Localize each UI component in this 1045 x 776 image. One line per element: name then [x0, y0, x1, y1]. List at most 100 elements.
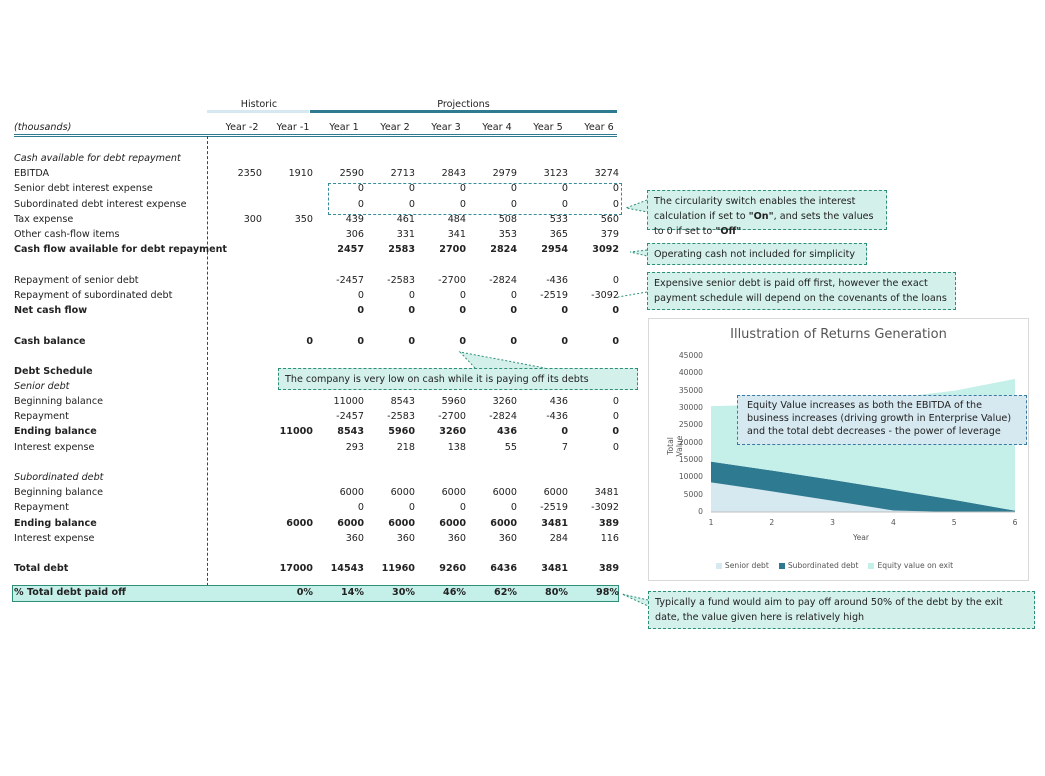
cell-value: -2519	[540, 290, 568, 301]
cell-value: 2843	[441, 168, 466, 179]
cell-value: 62%	[494, 587, 517, 598]
cell-value: 6000	[339, 487, 364, 498]
legend-swatch	[715, 563, 722, 569]
cell-value: 360	[396, 533, 415, 544]
cell-value: -436	[546, 275, 568, 286]
cell-value: 0	[612, 275, 619, 286]
cell-value: 5960	[441, 396, 466, 407]
cell-value: 2954	[541, 244, 568, 255]
cell-value: -2519	[540, 502, 568, 513]
y-tick-label: 35000	[678, 385, 703, 395]
cell-value: 0	[612, 305, 619, 316]
cell-value: 3481	[594, 487, 619, 498]
cell-value: 461	[396, 214, 415, 225]
cell-value: 3260	[439, 426, 466, 437]
area-senior-debt	[711, 482, 1015, 512]
cell-value: 116	[600, 533, 619, 544]
row-label: Senior debt interest expense	[14, 183, 153, 194]
row-label: Cash balance	[14, 336, 86, 347]
header-rule-top	[14, 134, 617, 135]
cell-value: 3092	[592, 244, 619, 255]
cell-value: 353	[498, 229, 517, 240]
x-tick-label: 2	[769, 518, 775, 527]
cell-value: 2583	[388, 244, 415, 255]
cell-value: 0	[612, 396, 619, 407]
cell-value: 484	[447, 214, 466, 225]
y-tick-label: 30000	[678, 403, 703, 412]
cell-value: 389	[598, 518, 619, 529]
equity-callout: Equity Value increases as both the EBITD…	[737, 395, 1027, 445]
row-label: Beginning balance	[14, 487, 104, 498]
cell-value: 0	[357, 336, 364, 347]
cell-value: -2824	[489, 275, 517, 286]
cell-value: 379	[600, 229, 619, 240]
senior-debt-callout: Expensive senior debt is paid off first,…	[647, 272, 956, 310]
cell-value: 0	[510, 290, 517, 301]
cell-value: 6000	[439, 518, 466, 529]
historic-header: Historic	[240, 99, 278, 110]
cell-value: 6000	[390, 487, 415, 498]
cell-value: 0	[408, 336, 415, 347]
x-tick-label: 5	[951, 518, 957, 527]
year-header: Year 5	[533, 122, 563, 133]
cell-value: 11960	[381, 563, 415, 574]
cell-value: 0	[561, 183, 568, 194]
operating-pointer	[629, 249, 648, 257]
cell-value: 0	[408, 199, 415, 210]
cell-value: 0	[459, 502, 466, 513]
cell-value: 7	[561, 442, 568, 453]
cell-value: 8543	[390, 396, 415, 407]
legend-label: Senior debt	[724, 561, 769, 570]
cell-value: 360	[345, 533, 364, 544]
cell-value: 0	[612, 442, 619, 453]
cell-value: 389	[598, 563, 619, 574]
cell-value: 0	[408, 183, 415, 194]
cell-value: 3274	[594, 168, 619, 179]
cell-value: -2457	[336, 275, 364, 286]
cell-value: 0	[357, 290, 364, 301]
row-label: Net cash flow	[14, 305, 88, 316]
cell-value: 331	[396, 229, 415, 240]
cell-value: 0	[612, 336, 619, 347]
row-label: Repayment	[14, 502, 69, 513]
cell-value: 6000	[543, 487, 568, 498]
cell-value: 0	[408, 305, 415, 316]
cell-value: 350	[294, 214, 313, 225]
y-tick-label: 10000	[678, 472, 703, 482]
row-label: Interest expense	[14, 533, 95, 544]
cell-value: 2457	[337, 244, 364, 255]
y-tick-label: 25000	[678, 420, 703, 430]
cell-value: 55	[504, 442, 517, 453]
row-label: % Total debt paid off	[14, 587, 126, 598]
cell-value: 360	[447, 533, 466, 544]
header-rule-bottom	[14, 136, 617, 137]
row-label: Cash flow available for debt repayment	[14, 244, 228, 255]
cell-value: 218	[396, 442, 415, 453]
cell-value: 3481	[541, 518, 568, 529]
cell-value: 284	[549, 533, 568, 544]
x-tick-label: 1	[708, 518, 714, 527]
row-label: Repayment of senior debt	[14, 275, 139, 286]
x-tick-label: 4	[890, 518, 896, 527]
row-label: Ending balance	[14, 426, 97, 437]
fund-target-callout: Typically a fund would aim to pay off ar…	[648, 591, 1035, 629]
cell-value: 2590	[339, 168, 364, 179]
chart-legend: Senior debt Subordinated debt Equity value…	[649, 561, 1030, 570]
year-header: Year 2	[380, 122, 410, 133]
cell-value: -2824	[489, 411, 517, 422]
cell-value: 360	[498, 533, 517, 544]
cell-value: 3260	[492, 396, 517, 407]
cell-value: 341	[447, 229, 466, 240]
cell-value: 3481	[541, 563, 568, 574]
row-label: Subordinated debt	[14, 472, 104, 483]
cell-value: 0	[408, 502, 415, 513]
row-label: Repayment of subordinated debt	[14, 290, 173, 301]
cell-value: -2700	[438, 275, 466, 286]
cell-value: 6000	[286, 518, 313, 529]
projections-underline	[310, 110, 617, 113]
row-label: EBITDA	[14, 168, 50, 179]
cell-value: 436	[549, 396, 568, 407]
cell-value: 0	[561, 336, 568, 347]
cell-value: 306	[345, 229, 364, 240]
cell-value: 0	[510, 199, 517, 210]
